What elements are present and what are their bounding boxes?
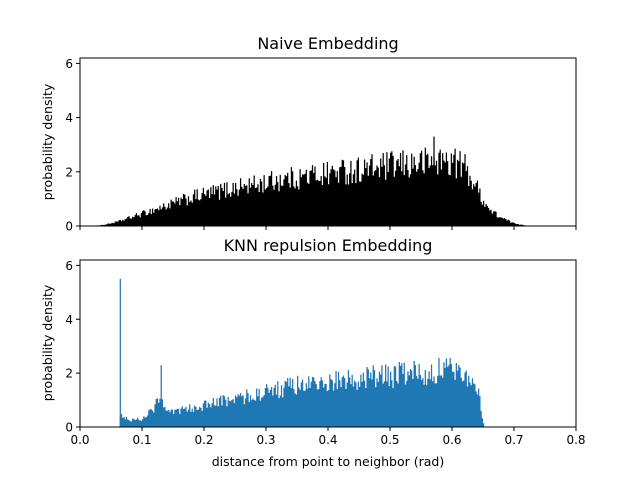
naive-embedding-title: Naive Embedding bbox=[257, 34, 398, 53]
spike-bar bbox=[160, 365, 162, 427]
x-tick-label: 0.5 bbox=[380, 433, 399, 447]
y-tick-label: 6 bbox=[65, 57, 73, 71]
y-tick-label: 0 bbox=[65, 220, 73, 234]
y-tick-label: 4 bbox=[65, 313, 73, 327]
x-tick-label: 0.7 bbox=[504, 433, 523, 447]
spike-bar bbox=[119, 278, 121, 427]
x-tick-label: 0.8 bbox=[566, 433, 585, 447]
knn-x-ticks: 0.0 0.1 0.2 0.3 0.4 0.5 0.6 0.7 0.8 bbox=[70, 427, 586, 447]
knn-y-axis-label: probability density bbox=[40, 284, 55, 401]
x-tick-label: 0.1 bbox=[132, 433, 151, 447]
knn-y-ticks: 0 2 4 6 bbox=[65, 259, 80, 435]
naive-x-ticks bbox=[79, 226, 577, 230]
y-tick-label: 2 bbox=[65, 165, 73, 179]
y-tick-label: 0 bbox=[65, 421, 73, 435]
x-tick-label: 0.2 bbox=[194, 433, 213, 447]
peak-bar bbox=[433, 136, 435, 226]
naive-axes-frame bbox=[79, 57, 577, 227]
histogram-bins bbox=[92, 147, 539, 226]
x-tick-label: 0.0 bbox=[70, 433, 89, 447]
knn-histogram-bars bbox=[119, 278, 485, 427]
y-tick-label: 2 bbox=[65, 367, 73, 381]
y-tick-label: 6 bbox=[65, 259, 73, 273]
y-tick-label: 4 bbox=[65, 111, 73, 125]
naive-y-axis-label: probability density bbox=[40, 83, 55, 200]
knn-embedding-title: KNN repulsion Embedding bbox=[224, 236, 433, 255]
naive-y-ticks: 0 2 4 6 bbox=[65, 57, 80, 234]
naive-histogram-bars bbox=[92, 136, 539, 226]
x-tick-label: 0.4 bbox=[318, 433, 337, 447]
x-tick-label: 0.6 bbox=[442, 433, 461, 447]
knn-axes-frame bbox=[79, 259, 577, 428]
knn-x-axis-label: distance from point to neighbor (rad) bbox=[212, 454, 445, 469]
histogram-bins bbox=[119, 357, 485, 427]
naive-embedding-axes: Naive Embedding 0 2 4 6 probability density bbox=[40, 34, 577, 234]
x-tick-label: 0.3 bbox=[256, 433, 275, 447]
